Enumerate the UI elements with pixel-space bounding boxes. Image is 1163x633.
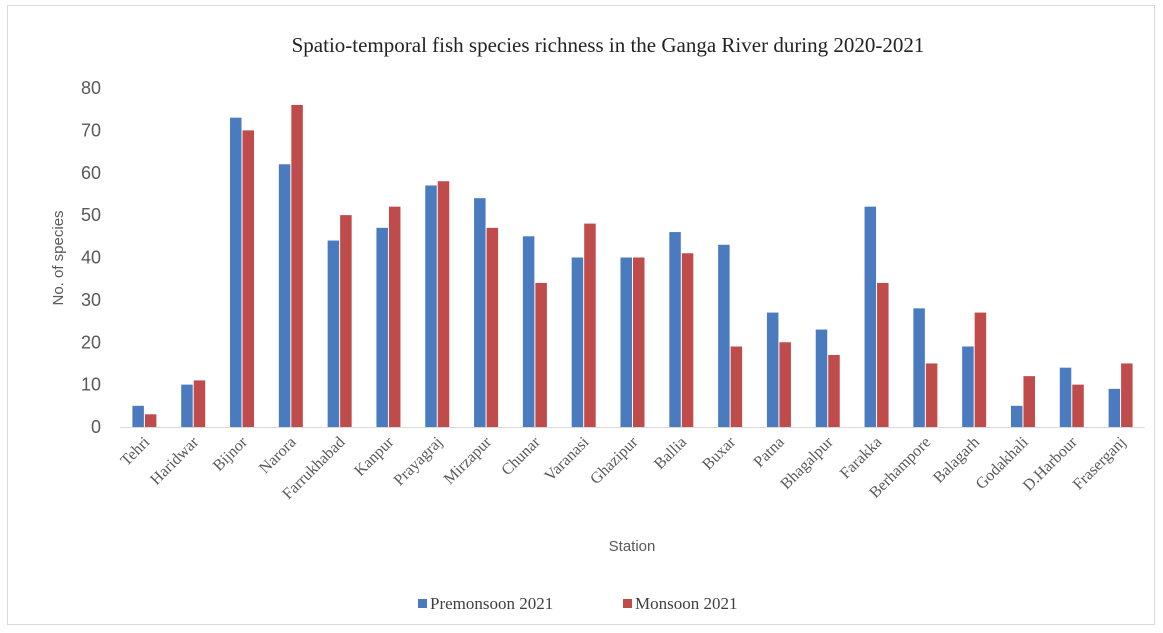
x-tick-label: Varanasi (542, 433, 593, 484)
x-tick-label: Tehri (118, 433, 154, 469)
x-tick-label: Bijnor (210, 433, 251, 474)
legend-label-premonsoon: Premonsoon 2021 (430, 594, 553, 613)
bar-premonsoon-mirzapur (474, 198, 486, 427)
bar-monsoon-varanasi (584, 223, 596, 427)
x-tick-label: Mirzapur (441, 433, 496, 488)
y-tick-label: 10 (81, 375, 101, 395)
bar-premonsoon-ballia (669, 232, 681, 427)
bar-monsoon-tehri (144, 414, 157, 427)
y-tick-label: 30 (81, 290, 101, 310)
x-tick-label: Chunar (498, 433, 544, 479)
x-tick-label: D.Harbour (1020, 433, 1081, 494)
y-tick-label: 40 (81, 248, 101, 268)
bar-monsoon-chunar (535, 282, 547, 427)
x-tick-label: Prayagraj (391, 434, 446, 489)
bar-monsoon-balagarh (974, 312, 987, 427)
bar-premonsoon-prayagraj (425, 185, 437, 427)
bar-monsoon-godakhali (1023, 376, 1035, 427)
bar-monsoon-buxar (730, 346, 743, 427)
x-tick-label: Ghazipur (587, 433, 642, 488)
bar-premonsoon-chunar (522, 236, 535, 427)
legend-swatch-premonsoon (418, 599, 427, 608)
x-tick-label: Ballia (651, 434, 690, 473)
bar-monsoon-farakka (877, 282, 889, 427)
bar-premonsoon-dharbour (1059, 367, 1072, 427)
bar-premonsoon-fraserganj (1108, 388, 1121, 427)
x-tick-label: Kanpur (351, 433, 397, 479)
bar-monsoon-farrukhabad (340, 215, 352, 427)
x-tick-label: Haridwar (147, 433, 202, 488)
bar-premonsoon-haridwar (181, 384, 193, 427)
bars-group (132, 104, 1133, 427)
bar-monsoon-narora (291, 104, 303, 427)
x-axis-label: Station (609, 538, 656, 555)
bar-premonsoon-ghazipur (620, 257, 632, 427)
bar-monsoon-kanpur (388, 206, 401, 427)
y-tick-label: 60 (81, 163, 101, 183)
legend: Premonsoon 2021 Monsoon 2021 (418, 594, 737, 613)
bar-premonsoon-berhampore (913, 308, 925, 427)
bar-monsoon-mirzapur (486, 227, 499, 427)
chart-title: Spatio-temporal fish species richness in… (292, 33, 925, 57)
bar-monsoon-haridwar (193, 380, 206, 427)
bar-monsoon-fraserganj (1121, 363, 1133, 427)
y-tick-label: 20 (81, 332, 101, 352)
legend-label-monsoon: Monsoon 2021 (635, 594, 737, 613)
bar-premonsoon-kanpur (376, 227, 388, 427)
x-tick-label: Patna (751, 434, 788, 471)
x-tick-label: Farakka (837, 434, 885, 482)
bar-premonsoon-patna (766, 312, 779, 427)
y-tick-label: 50 (81, 205, 101, 225)
x-tick-label: Bhagalpur (777, 433, 837, 493)
y-tick-label: 80 (81, 78, 101, 98)
bar-premonsoon-farakka (864, 206, 877, 427)
y-axis-label: No. of species (50, 210, 67, 305)
x-tick-label: Narora (256, 434, 299, 477)
bar-monsoon-dharbour (1072, 384, 1084, 427)
bar-monsoon-ghazipur (633, 257, 645, 427)
bar-monsoon-bijnor (242, 130, 255, 427)
bar-premonsoon-varanasi (571, 257, 584, 427)
y-tick-label: 70 (81, 120, 101, 140)
x-tick-label: Buxar (699, 433, 739, 473)
bar-premonsoon-godakhali (1010, 405, 1023, 427)
bar-monsoon-ballia (681, 253, 694, 427)
y-axis: 0 10 20 30 40 50 60 70 80 (81, 78, 101, 437)
bar-premonsoon-farrukhabad (327, 240, 340, 427)
bar-monsoon-berhampore (925, 363, 938, 427)
bar-premonsoon-bhagalpur (815, 329, 828, 427)
bar-monsoon-bhagalpur (828, 354, 840, 427)
y-tick-label: 0 (91, 417, 101, 437)
bar-premonsoon-buxar (718, 244, 730, 427)
x-tick-label: Fraserganj (1070, 434, 1130, 494)
bar-monsoon-patna (779, 342, 791, 427)
bar-monsoon-prayagraj (437, 181, 450, 427)
bar-premonsoon-bijnor (230, 117, 242, 427)
bar-premonsoon-narora (278, 164, 291, 427)
legend-swatch-monsoon (623, 599, 632, 608)
bar-premonsoon-tehri (132, 405, 144, 427)
bar-premonsoon-balagarh (962, 346, 974, 427)
